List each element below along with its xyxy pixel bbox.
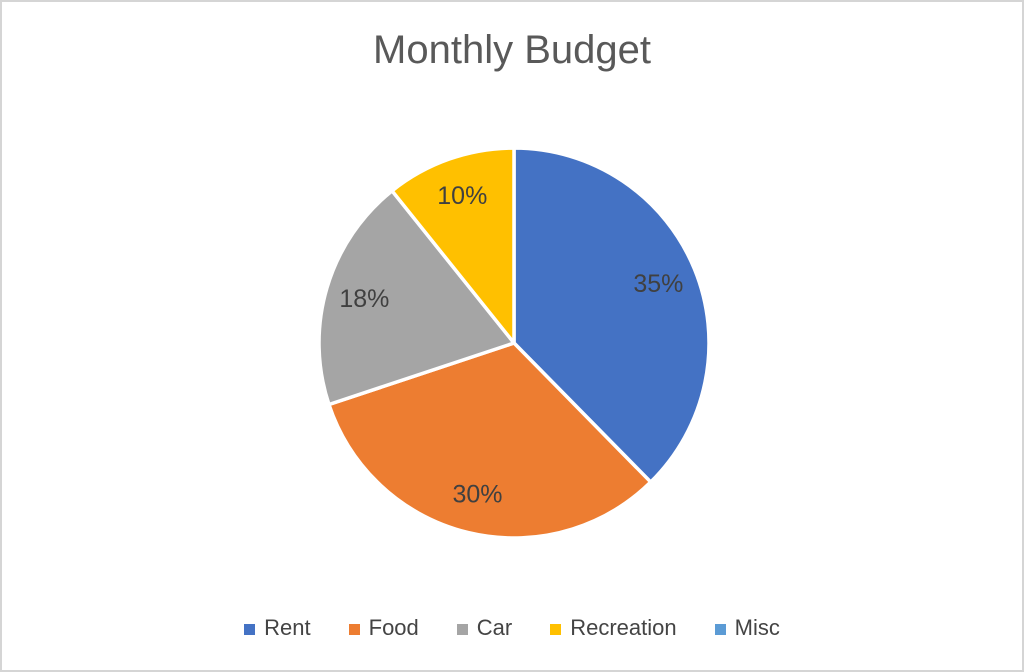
legend-label-car: Car bbox=[476, 615, 513, 640]
legend-label-rent: Rent bbox=[264, 615, 311, 640]
legend-label-food: Food bbox=[368, 615, 419, 640]
data-label-food: 30% bbox=[452, 481, 502, 509]
legend-item-recreation[interactable]: Recreation bbox=[550, 615, 677, 640]
pie-slice-recreation[interactable] bbox=[390, 146, 516, 345]
pie-slice-rent[interactable] bbox=[512, 146, 711, 484]
chart-legend: Rent Food Car Recreation Misc bbox=[2, 613, 1022, 643]
legend-label-misc: Misc bbox=[734, 615, 780, 640]
legend-swatch-car bbox=[456, 623, 468, 635]
pie-slice-food[interactable] bbox=[327, 341, 653, 540]
legend-label-recreation: Recreation bbox=[570, 615, 677, 640]
data-label-rent: 35% bbox=[633, 270, 683, 298]
legend-swatch-food bbox=[348, 623, 360, 635]
legend-item-car[interactable]: Car bbox=[456, 615, 513, 640]
pie-slice-car[interactable] bbox=[317, 189, 516, 407]
legend-item-food[interactable]: Food bbox=[348, 615, 419, 640]
chart-title: Monthly Budget bbox=[373, 28, 651, 72]
legend-item-rent[interactable]: Rent bbox=[244, 615, 311, 640]
legend-swatch-rent bbox=[244, 623, 256, 635]
legend-swatch-recreation bbox=[550, 623, 562, 635]
data-label-car: 18% bbox=[339, 285, 389, 313]
data-label-recreation: 10% bbox=[437, 182, 487, 210]
legend-item-misc[interactable]: Misc bbox=[714, 615, 780, 640]
legend-swatch-misc bbox=[714, 623, 726, 635]
